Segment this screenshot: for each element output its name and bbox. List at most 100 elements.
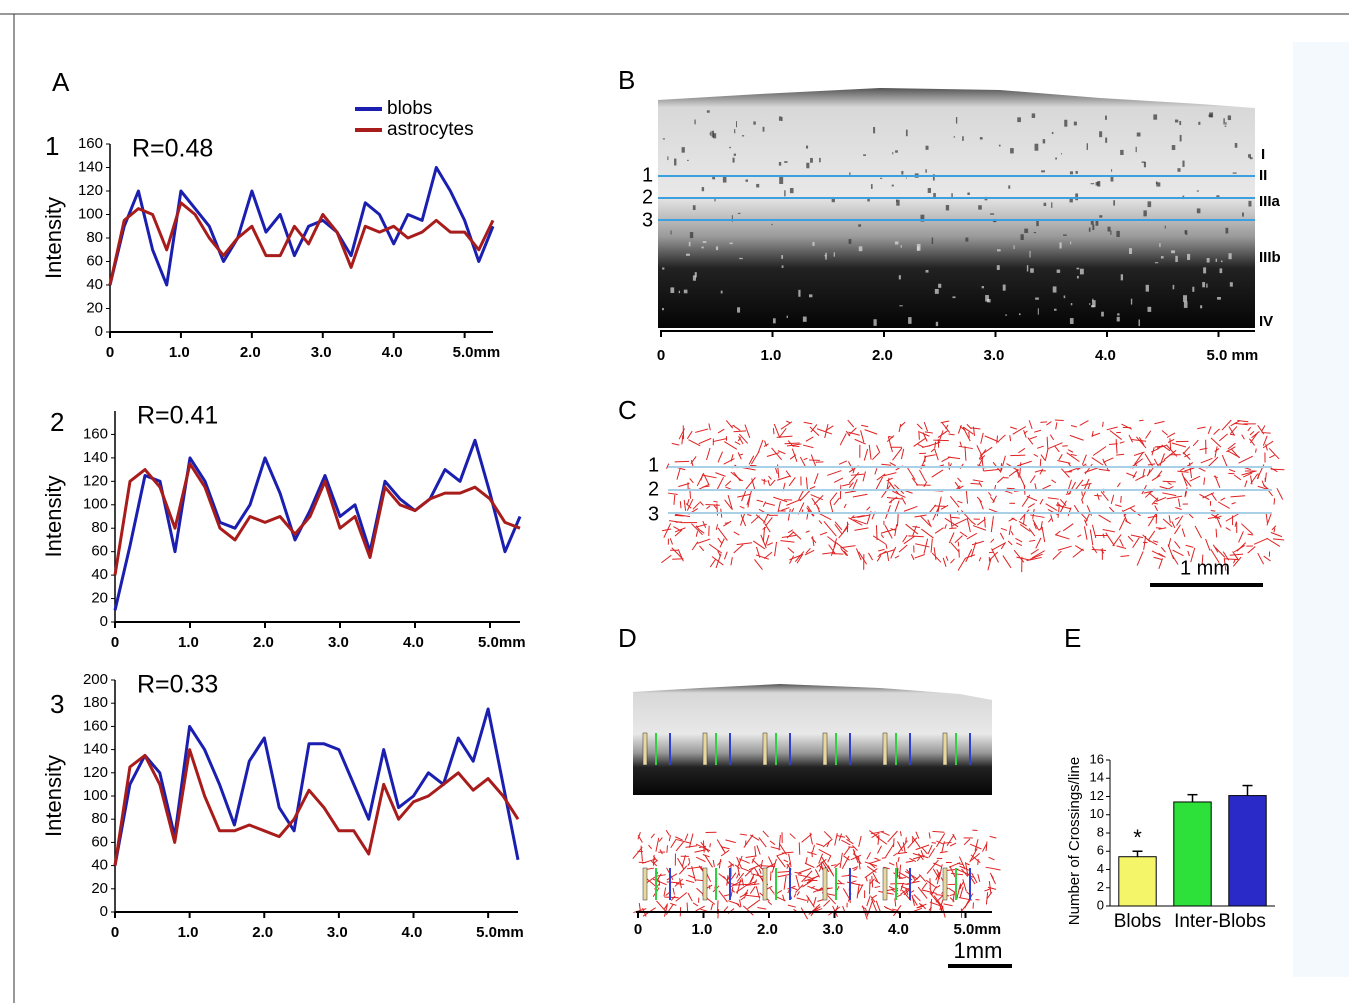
process: [789, 454, 797, 460]
process: [695, 843, 711, 852]
x-tick-label: 2.0: [252, 924, 273, 941]
process: [866, 852, 872, 860]
process: [823, 899, 831, 907]
process: [709, 558, 716, 568]
process: [869, 830, 880, 839]
process: [1061, 468, 1070, 478]
speck: [1064, 119, 1068, 127]
process: [827, 855, 832, 863]
speck: [1153, 114, 1158, 120]
speck: [1035, 297, 1039, 300]
speck: [998, 144, 1001, 147]
process: [888, 496, 898, 504]
speck: [1179, 134, 1182, 142]
series-line: [113, 707, 520, 866]
process: [829, 492, 838, 502]
speck: [1042, 139, 1046, 144]
process: [834, 862, 841, 869]
process: [976, 496, 983, 503]
speck: [880, 177, 883, 179]
process: [878, 548, 885, 552]
process: [991, 542, 1007, 551]
process: [921, 889, 937, 894]
process: [1126, 472, 1136, 478]
process: [1085, 512, 1091, 523]
process: [858, 835, 862, 847]
speck: [781, 255, 784, 259]
sample-bar: [702, 867, 708, 901]
y-tick-label: 12: [1090, 788, 1104, 803]
axis-label: 5.0 mm: [1207, 347, 1259, 364]
speck: [1172, 284, 1175, 290]
process: [1210, 492, 1217, 501]
process: [896, 868, 899, 879]
speck: [1198, 121, 1201, 125]
process: [798, 489, 805, 501]
speck: [1203, 267, 1207, 274]
process: [830, 542, 837, 556]
process: [1147, 513, 1157, 527]
process: [845, 430, 851, 437]
process: [1238, 455, 1253, 464]
process: [1257, 473, 1260, 479]
speck: [789, 187, 794, 194]
process: [1232, 551, 1239, 560]
y-tick-label: 100: [83, 787, 108, 804]
speck: [1092, 224, 1095, 231]
speck: [712, 175, 716, 180]
speck: [858, 224, 862, 227]
process: [1266, 537, 1281, 547]
process: [959, 441, 962, 447]
process: [1067, 507, 1072, 517]
process: [844, 490, 857, 494]
process: [1124, 520, 1131, 525]
process: [1129, 507, 1141, 517]
process: [971, 872, 978, 884]
speck: [1147, 201, 1152, 208]
process: [1161, 430, 1168, 436]
process: [1187, 550, 1190, 557]
process: [1081, 513, 1088, 521]
speck: [781, 265, 784, 268]
process: [743, 889, 749, 899]
speck: [802, 316, 807, 322]
process: [874, 857, 879, 860]
process: [1049, 434, 1055, 441]
x-tick-label: 0: [106, 344, 114, 361]
process: [963, 838, 971, 846]
process: [745, 855, 757, 858]
process: [811, 497, 820, 510]
y-axis-label: Intensity: [41, 197, 66, 279]
process: [709, 843, 711, 848]
process: [1213, 428, 1220, 435]
speck: [1051, 131, 1054, 135]
process: [818, 848, 832, 857]
speck: [736, 121, 738, 128]
process: [1177, 470, 1189, 473]
process: [788, 477, 796, 487]
process: [850, 515, 855, 520]
process: [748, 455, 755, 465]
process: [943, 841, 952, 844]
process: [653, 859, 659, 864]
process: [1218, 433, 1228, 442]
process: [1047, 497, 1059, 500]
process: [938, 864, 943, 878]
process: [686, 498, 690, 506]
process: [1203, 477, 1206, 485]
speck: [1041, 170, 1045, 173]
process: [985, 866, 1001, 871]
process: [733, 531, 740, 536]
process: [1231, 502, 1236, 505]
process: [1110, 494, 1115, 505]
process: [1039, 498, 1044, 505]
process: [876, 473, 886, 481]
process: [1247, 546, 1256, 554]
process: [789, 833, 796, 840]
y-tick-label: 120: [78, 182, 103, 199]
process: [1091, 457, 1104, 466]
process: [678, 865, 688, 875]
speck: [762, 126, 765, 132]
speck: [1196, 190, 1199, 192]
process: [1134, 452, 1144, 465]
